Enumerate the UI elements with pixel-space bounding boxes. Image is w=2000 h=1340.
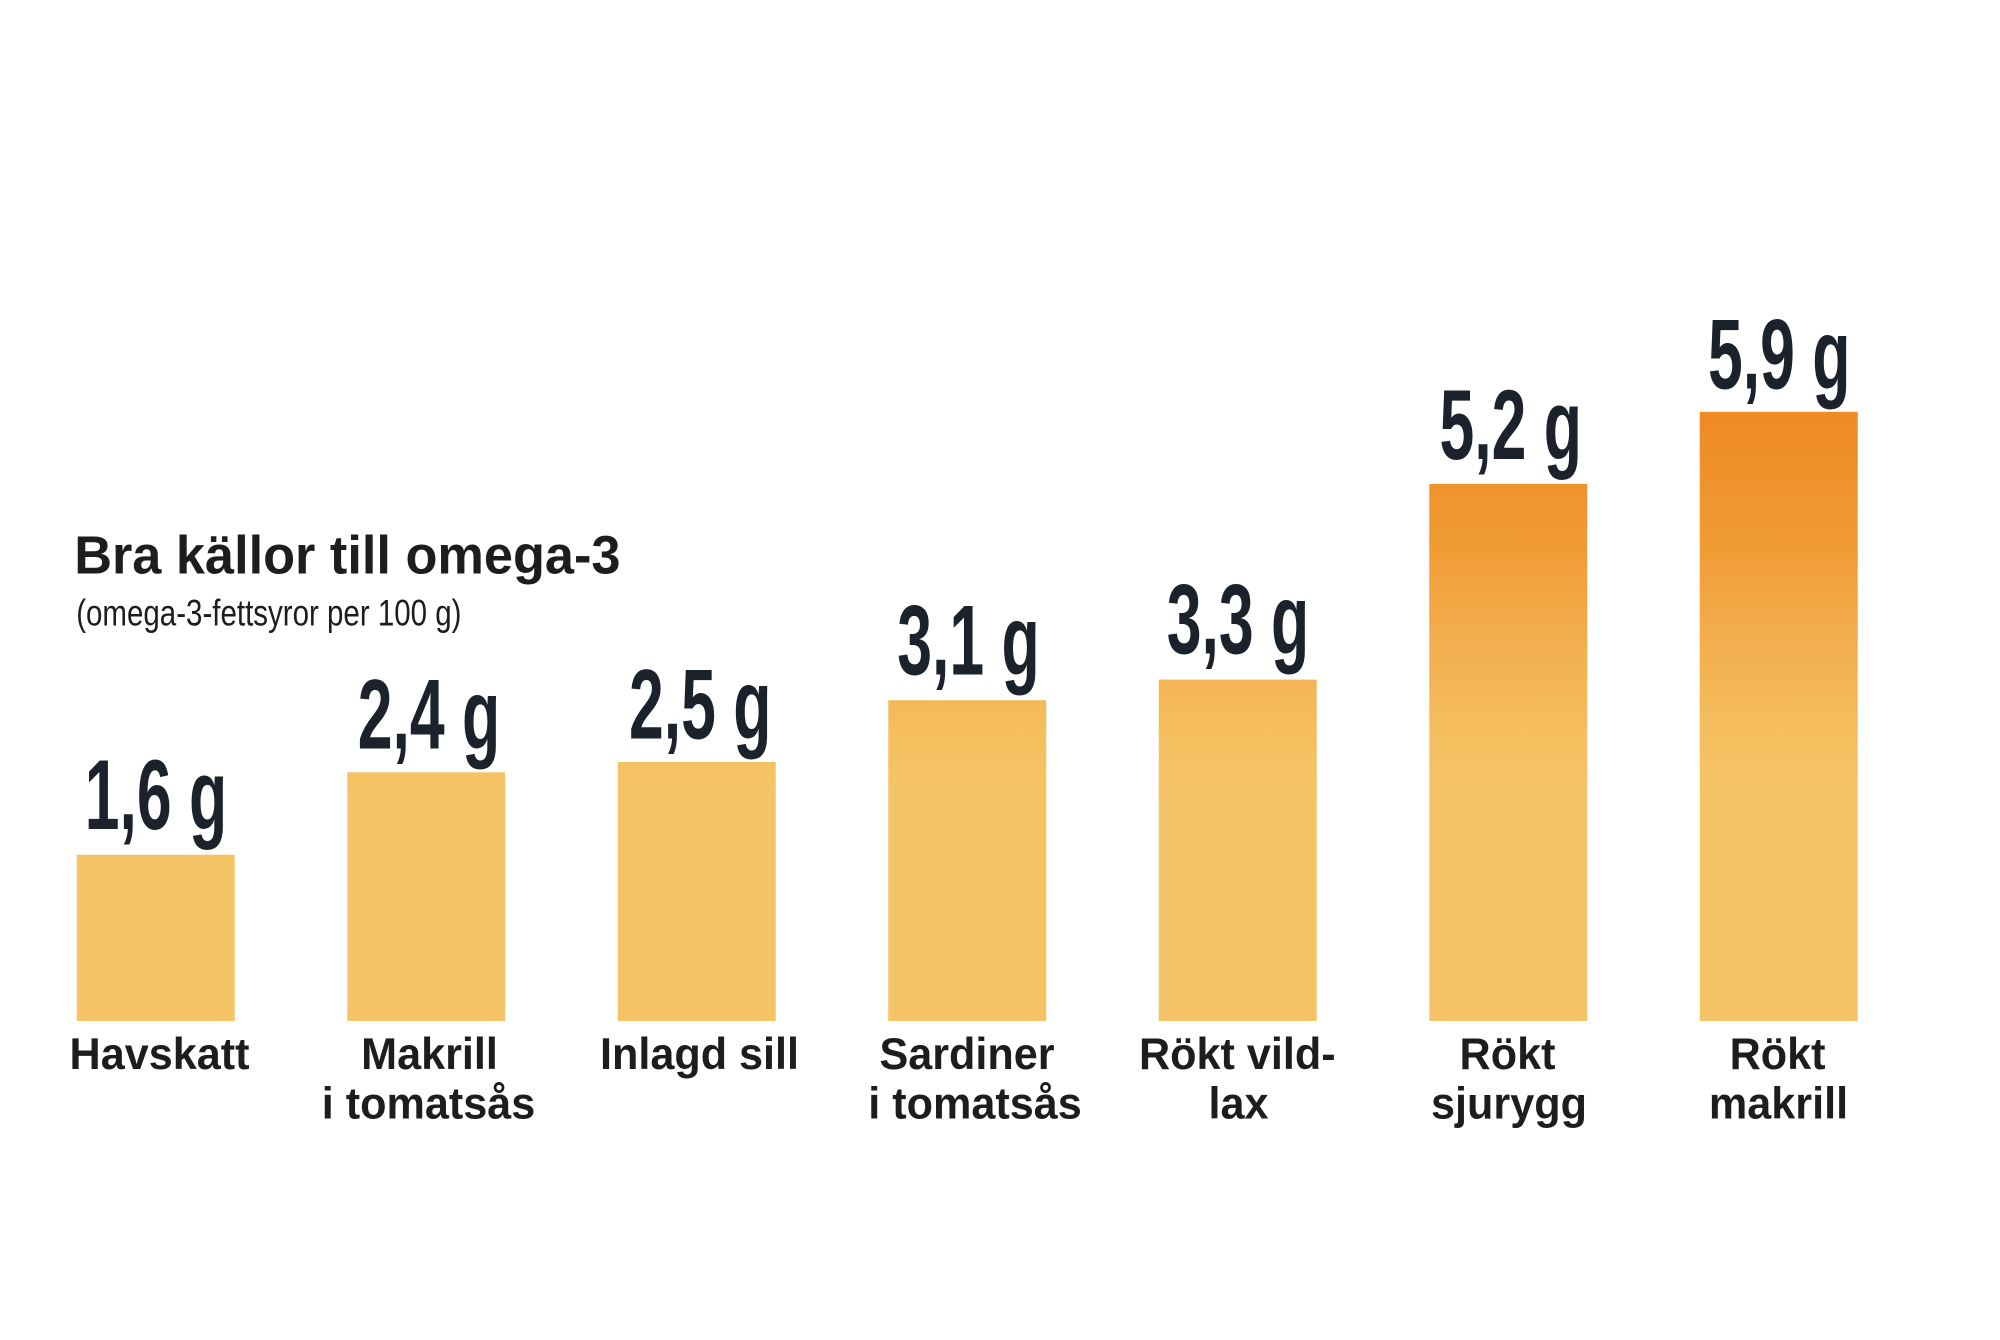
svg-text:3,1 g: 3,1 g <box>897 585 1040 696</box>
svg-text:(omega-3-fettsyror per 100 g): (omega-3-fettsyror per 100 g) <box>76 594 461 635</box>
svg-text:Havskatt: Havskatt <box>70 1029 250 1079</box>
svg-text:Makrill: Makrill <box>361 1029 498 1079</box>
svg-text:2,4 g: 2,4 g <box>358 659 501 770</box>
svg-text:Rökt: Rökt <box>1730 1029 1826 1079</box>
svg-text:Rökt: Rökt <box>1460 1029 1556 1079</box>
svg-text:Inlagd sill: Inlagd sill <box>600 1029 799 1079</box>
svg-text:Bra källor till omega-3: Bra källor till omega-3 <box>74 526 620 586</box>
svg-text:makrill: makrill <box>1709 1079 1848 1129</box>
svg-text:3,3 g: 3,3 g <box>1167 564 1310 675</box>
svg-text:2,5 g: 2,5 g <box>629 649 772 760</box>
svg-text:lax: lax <box>1208 1079 1269 1129</box>
svg-text:Sardiner: Sardiner <box>879 1029 1054 1079</box>
svg-text:5,9 g: 5,9 g <box>1708 299 1851 410</box>
svg-text:i tomatsås: i tomatsås <box>322 1079 535 1129</box>
svg-text:Rökt vild-: Rökt vild- <box>1139 1029 1336 1079</box>
svg-text:i tomatsås: i tomatsås <box>868 1079 1081 1129</box>
svg-text:5,2 g: 5,2 g <box>1439 369 1582 480</box>
svg-text:sjurygg: sjurygg <box>1431 1079 1587 1129</box>
svg-text:1,6 g: 1,6 g <box>85 739 228 850</box>
